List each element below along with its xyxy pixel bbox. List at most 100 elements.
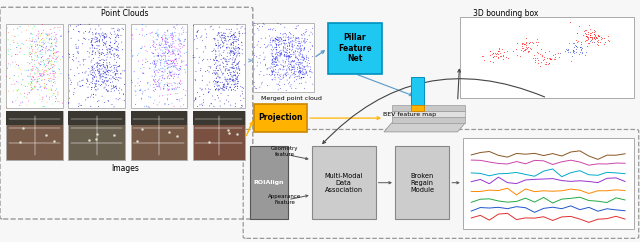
Point [224, 68, 234, 72]
Point [548, 58, 559, 61]
Point [589, 36, 599, 40]
Point [102, 66, 113, 70]
Point [86, 87, 97, 91]
Point [152, 54, 163, 58]
Point [170, 71, 180, 75]
Point [213, 46, 223, 50]
Point [88, 79, 98, 83]
Point [518, 41, 529, 45]
Point [20, 103, 31, 107]
Point [231, 45, 241, 49]
Point [108, 71, 118, 75]
Point [28, 58, 38, 62]
Point [287, 68, 298, 72]
Point [99, 52, 109, 55]
Point [495, 52, 505, 55]
Point [160, 43, 170, 46]
Point [127, 49, 137, 53]
Point [113, 28, 123, 32]
Point [68, 27, 79, 31]
Point [585, 27, 595, 30]
Point [109, 85, 120, 89]
Point [31, 42, 41, 46]
Point [127, 54, 138, 58]
Point [214, 88, 225, 91]
Point [99, 70, 109, 74]
Point [289, 71, 300, 75]
Point [36, 69, 46, 73]
Point [46, 59, 56, 63]
Point [225, 72, 236, 76]
Point [42, 63, 52, 67]
Point [162, 29, 172, 32]
Point [97, 72, 107, 76]
Point [12, 63, 22, 67]
Point [33, 61, 44, 65]
Point [56, 58, 66, 62]
Point [262, 67, 273, 70]
Point [272, 38, 282, 42]
Point [540, 62, 550, 66]
Point [108, 87, 118, 91]
Point [232, 77, 242, 81]
Point [19, 53, 29, 57]
Point [214, 84, 225, 88]
Point [219, 83, 229, 86]
Point [95, 64, 105, 68]
Point [48, 72, 58, 76]
Point [141, 57, 151, 61]
Point [299, 68, 309, 72]
Point [298, 66, 308, 70]
Point [287, 60, 297, 64]
Point [284, 68, 294, 72]
Point [572, 45, 582, 49]
Point [294, 44, 304, 48]
Point [226, 74, 236, 78]
Point [46, 54, 56, 58]
Point [13, 63, 24, 67]
Point [151, 64, 161, 68]
Point [68, 59, 79, 63]
Point [107, 45, 117, 49]
Point [282, 64, 292, 68]
Point [39, 38, 49, 41]
Point [168, 50, 178, 54]
Point [218, 71, 228, 75]
Point [115, 57, 125, 60]
Point [49, 77, 60, 81]
Point [307, 71, 317, 75]
Point [293, 36, 303, 40]
Point [38, 73, 49, 77]
Point [234, 31, 244, 35]
Point [289, 64, 299, 68]
Point [511, 53, 522, 57]
Point [280, 64, 290, 68]
Point [297, 55, 307, 59]
Point [589, 38, 600, 41]
Point [597, 36, 607, 40]
Point [519, 48, 529, 52]
Point [180, 70, 191, 74]
Point [296, 48, 306, 52]
Point [100, 43, 111, 47]
Point [15, 46, 26, 50]
Point [296, 61, 307, 65]
Point [586, 35, 596, 39]
Point [179, 51, 189, 55]
Point [33, 32, 44, 36]
Point [262, 45, 272, 49]
Point [265, 41, 275, 45]
Point [230, 31, 241, 35]
Point [284, 62, 294, 66]
Point [47, 84, 58, 88]
Point [175, 78, 186, 82]
Point [301, 70, 312, 74]
Point [190, 56, 200, 60]
Point [94, 74, 104, 77]
Point [31, 51, 42, 54]
Point [116, 76, 126, 80]
Point [76, 104, 86, 107]
Point [211, 76, 221, 80]
Point [106, 52, 116, 56]
Point [511, 47, 521, 51]
